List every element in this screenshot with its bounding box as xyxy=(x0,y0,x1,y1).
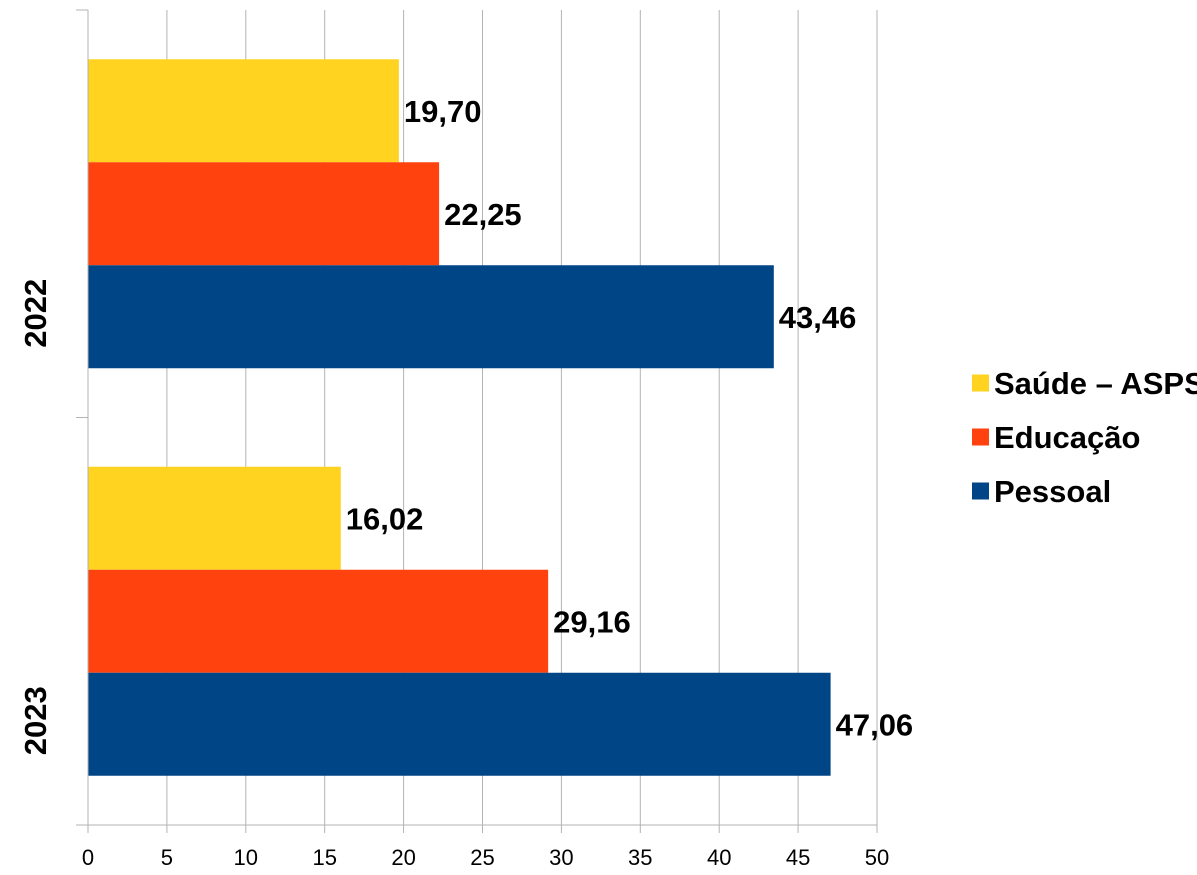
legend-swatch xyxy=(972,374,989,392)
x-tick-label: 30 xyxy=(549,845,573,870)
x-tick-label: 35 xyxy=(628,845,652,870)
x-tick-labels: 0 5 10 15 20 25 30 35 40 45 50 xyxy=(82,845,889,870)
axes xyxy=(76,9,878,833)
x-tick-label: 15 xyxy=(312,845,336,870)
legend-label: Pessoal xyxy=(994,474,1111,509)
x-tick-label: 5 xyxy=(161,845,173,870)
bar-2022-2 xyxy=(88,265,774,369)
legend-label: Educação xyxy=(994,420,1140,455)
category-labels: 2022 2023 xyxy=(18,279,53,755)
bar-2022-0 xyxy=(88,59,399,163)
data-label: 22,25 xyxy=(444,197,522,232)
bar-2023-2 xyxy=(88,672,831,776)
x-tick-label: 50 xyxy=(865,845,889,870)
data-label: 43,46 xyxy=(779,300,857,335)
bar-2022-1 xyxy=(88,162,440,266)
bar-2023-1 xyxy=(88,569,549,673)
bars xyxy=(88,59,831,776)
data-label: 29,16 xyxy=(553,604,631,639)
legend-swatch xyxy=(972,482,989,500)
data-label: 47,06 xyxy=(836,707,914,742)
data-label: 19,70 xyxy=(404,94,482,129)
legend-swatch xyxy=(972,428,989,446)
legend: Saúde – ASPS Educação Pessoal xyxy=(972,366,1197,509)
data-label: 16,02 xyxy=(346,501,424,536)
bar-2023-0 xyxy=(88,466,341,570)
category-label-2022: 2022 xyxy=(18,279,53,348)
x-tick-label: 0 xyxy=(82,845,94,870)
legend-label: Saúde – ASPS xyxy=(994,366,1197,401)
x-tick-label: 25 xyxy=(470,845,494,870)
category-label-2023: 2023 xyxy=(18,686,53,755)
x-tick-label: 40 xyxy=(707,845,731,870)
x-tick-label: 10 xyxy=(234,845,258,870)
x-tick-label: 20 xyxy=(391,845,415,870)
data-labels: 19,70 22,25 43,46 16,02 29,16 47,06 xyxy=(346,94,913,743)
x-tick-label: 45 xyxy=(786,845,810,870)
